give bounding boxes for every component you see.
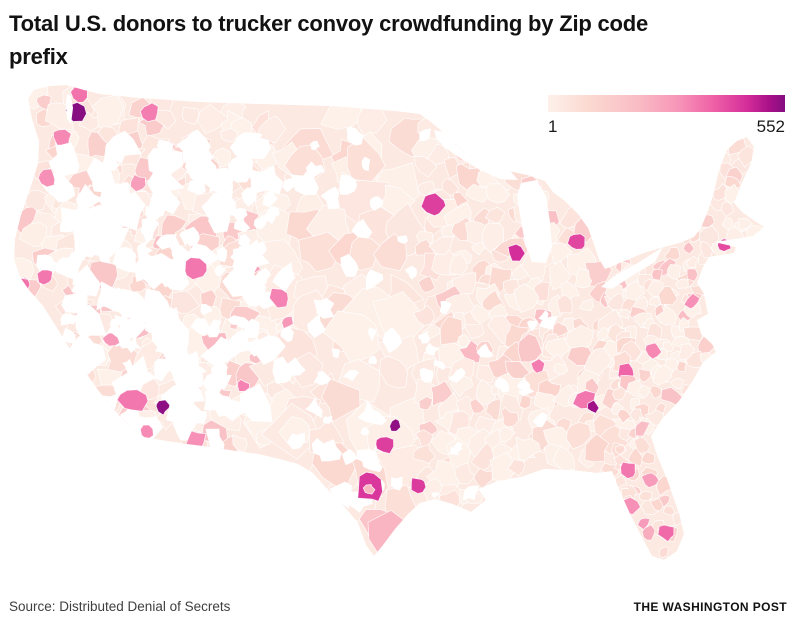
chart-title-line2: prefix [9, 44, 68, 69]
chart-title: Total U.S. donors to trucker convoy crow… [9, 7, 769, 73]
chart-title-line1: Total U.S. donors to trucker convoy crow… [9, 11, 649, 36]
source-note: Source: Distributed Denial of Secrets [9, 599, 231, 614]
footer: Source: Distributed Denial of Secrets TH… [9, 599, 787, 614]
legend-labels: 1 552 [548, 117, 785, 137]
legend-gradient-bar [548, 95, 785, 112]
color-legend: 1 552 [548, 95, 785, 137]
legend-min-label: 1 [548, 117, 558, 136]
publisher-wordmark: THE WASHINGTON POST [633, 600, 787, 614]
legend-max-label: 552 [756, 117, 785, 136]
